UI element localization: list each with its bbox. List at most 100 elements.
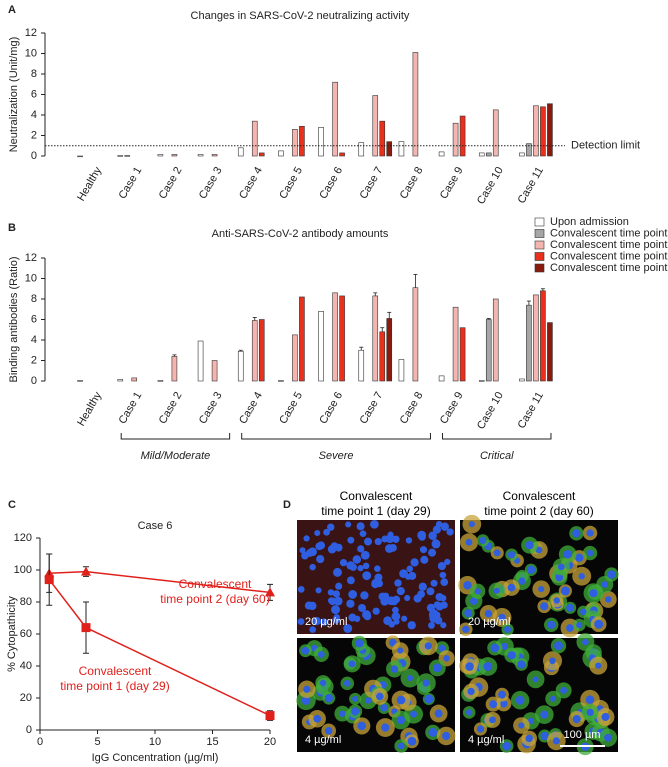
nucleus <box>429 532 437 540</box>
nucleus <box>527 717 535 725</box>
error-bar <box>380 327 385 332</box>
nucleus <box>346 576 355 585</box>
y-tick-label: 12 <box>25 252 37 264</box>
image-label: 4 µg/ml <box>468 734 504 746</box>
error-bar <box>238 349 243 352</box>
nucleus <box>394 579 402 587</box>
column-header: Convalescent time point 1 (day 29) <box>321 489 431 518</box>
bar <box>299 125 305 157</box>
x-tick-label: Case 6 <box>317 390 345 426</box>
x-tick-label: Case 3 <box>197 165 225 201</box>
x-tick-label: Case 4 <box>237 165 265 201</box>
bar <box>251 320 258 382</box>
nucleus <box>313 714 322 723</box>
error-bar <box>359 346 364 351</box>
legend-swatch <box>534 240 545 250</box>
error-bar <box>252 317 257 321</box>
bar <box>412 52 419 157</box>
error-bar <box>486 318 491 320</box>
nucleus <box>381 535 389 543</box>
nucleus <box>316 555 325 564</box>
group-label: Mild/Moderate <box>141 450 211 462</box>
legend-swatch <box>534 263 545 273</box>
nucleus <box>319 679 327 687</box>
bar <box>171 154 178 157</box>
image-label: 20 µg/ml <box>468 616 510 628</box>
y-tick-label: 40 <box>20 660 32 672</box>
error-bar <box>373 292 378 296</box>
nucleus <box>586 529 594 537</box>
nucleus <box>466 709 473 716</box>
nucleus <box>376 692 384 701</box>
nucleus <box>422 679 430 687</box>
bar <box>318 310 324 382</box>
bar <box>526 143 532 157</box>
nucleus <box>360 550 370 560</box>
nucleus <box>467 687 475 696</box>
nucleus <box>595 662 602 669</box>
nucleus <box>498 613 506 622</box>
y-tick-label: 8 <box>31 68 37 80</box>
bar <box>358 142 365 157</box>
x-tick-label: 0 <box>37 736 43 748</box>
nucleus <box>572 529 581 538</box>
legend-swatch <box>534 252 545 261</box>
x-tick-label: Case 11 <box>516 165 546 206</box>
bar <box>339 295 345 382</box>
nucleus <box>462 625 470 633</box>
y-tick-label: 6 <box>31 313 37 325</box>
nucleus <box>426 587 435 596</box>
bar <box>372 295 379 382</box>
bar <box>258 152 265 157</box>
bar <box>237 350 244 382</box>
nucleus <box>517 660 526 669</box>
error-bar <box>387 311 392 319</box>
nucleus <box>604 733 612 742</box>
nucleus <box>417 530 427 540</box>
y-tick-label: 80 <box>20 596 32 608</box>
legend-label: Convalescent time point 4 <box>550 262 668 274</box>
nucleus <box>554 641 563 651</box>
panel-letter: A <box>8 4 16 16</box>
bar <box>211 360 218 382</box>
bar <box>124 155 131 157</box>
bar <box>452 306 459 382</box>
x-tick-label: Case 2 <box>157 165 185 201</box>
nucleus <box>333 614 341 621</box>
nucleus <box>389 543 397 552</box>
bar <box>292 129 298 157</box>
nucleus <box>443 655 450 662</box>
nucleus <box>309 626 317 633</box>
nucleus <box>370 519 379 529</box>
y-axis-label: Neutralization (Unit/mg) <box>8 37 20 153</box>
nucleus <box>504 625 512 633</box>
nucleus <box>552 737 560 745</box>
nucleus <box>348 590 358 599</box>
group-label: Severe <box>319 450 354 462</box>
nucleus <box>297 586 305 593</box>
nucleus <box>601 581 609 588</box>
nucleus <box>540 731 549 741</box>
nucleus <box>327 597 335 605</box>
nucleus <box>493 587 500 594</box>
nucleus <box>483 662 493 671</box>
bar <box>519 152 525 157</box>
bar <box>485 319 492 382</box>
nucleus <box>474 588 481 595</box>
nucleus <box>396 586 405 596</box>
legend-label: Convalescent time point 3 <box>550 250 668 262</box>
nucleus <box>532 676 539 683</box>
nucleus <box>502 741 511 751</box>
nucleus <box>418 582 427 591</box>
nucleus <box>434 616 443 625</box>
nucleus <box>572 714 581 724</box>
nucleus <box>396 695 406 705</box>
nucleus <box>540 602 549 611</box>
nucleus <box>439 594 447 602</box>
nucleus <box>547 620 556 629</box>
nucleus <box>605 596 612 603</box>
nucleus <box>374 565 381 572</box>
nucleus <box>465 662 474 671</box>
nucleus <box>374 537 382 546</box>
nucleus <box>303 535 310 542</box>
